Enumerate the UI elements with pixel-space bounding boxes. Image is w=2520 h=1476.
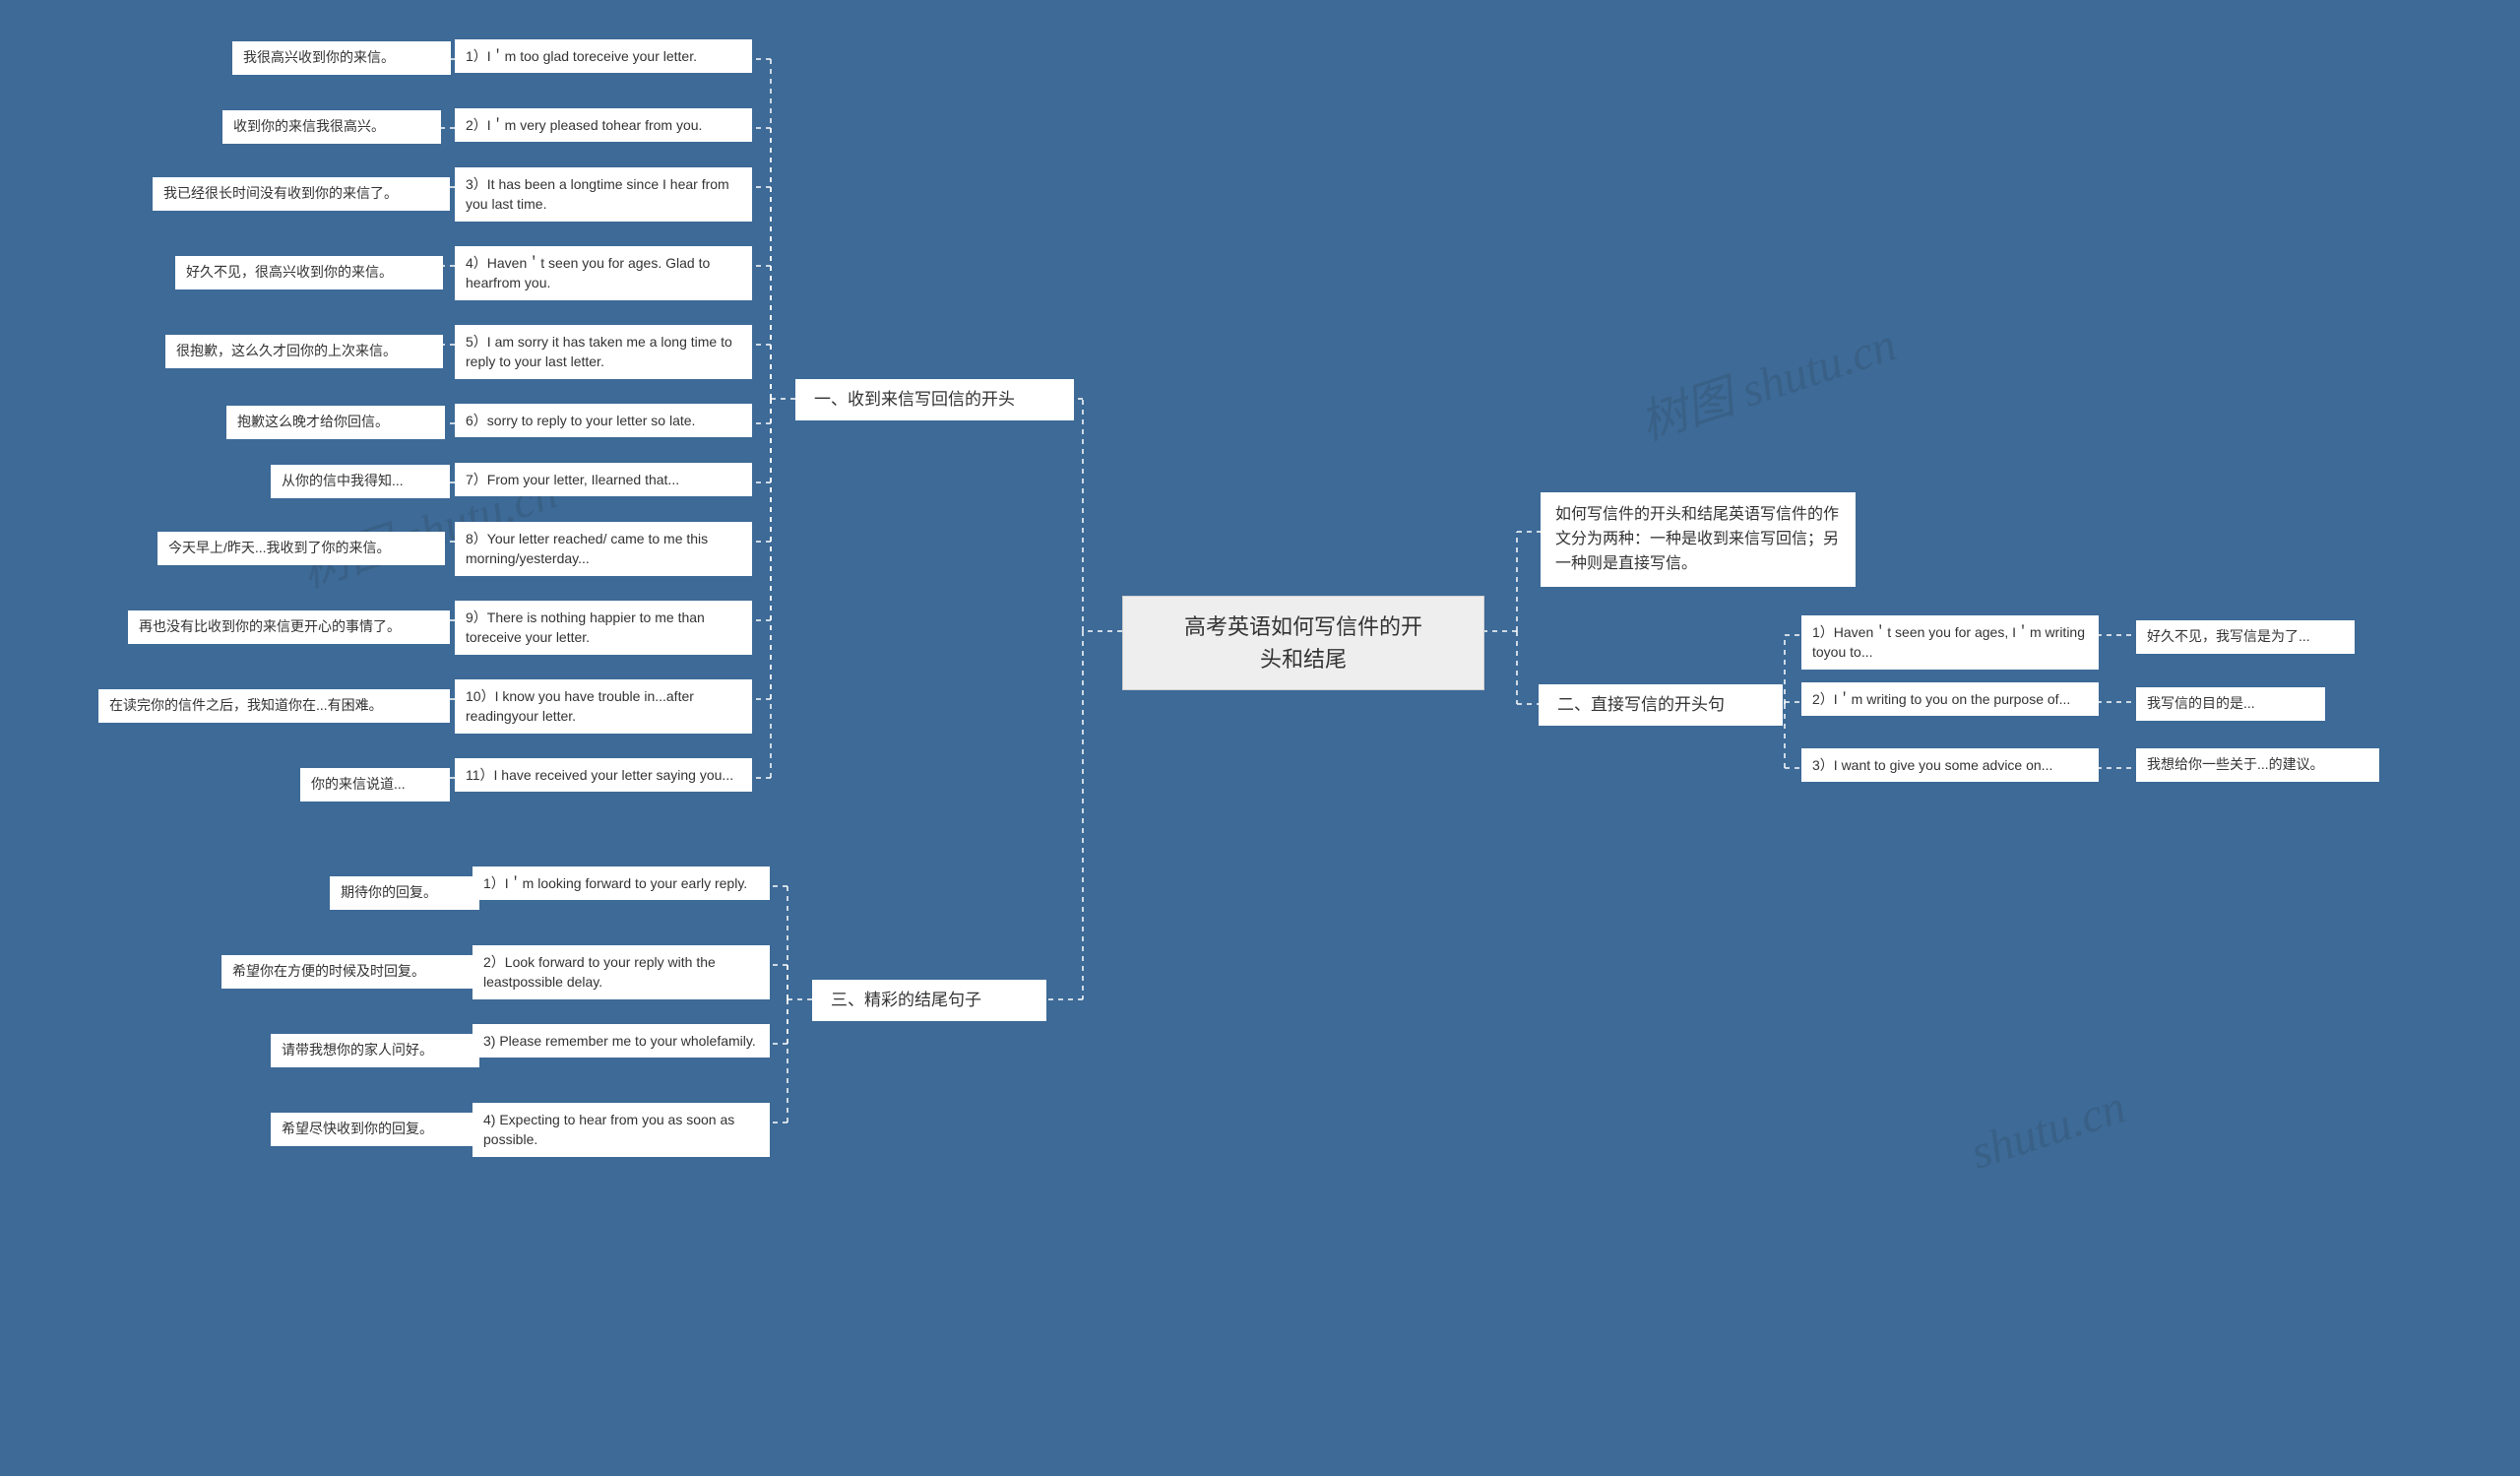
- center-node[interactable]: 高考英语如何写信件的开头和结尾: [1122, 596, 1484, 690]
- connectors-svg: [0, 0, 2520, 1476]
- chinese-translation: 好久不见，很高兴收到你的来信。: [175, 256, 443, 289]
- english-sentence: 3) Please remember me to your wholefamil…: [472, 1024, 770, 1058]
- chinese-translation: 从你的信中我得知...: [271, 465, 450, 498]
- english-sentence: 6）sorry to reply to your letter so late.: [455, 404, 752, 437]
- english-sentence: 11）I have received your letter saying yo…: [455, 758, 752, 792]
- chinese-translation: 我已经很长时间没有收到你的来信了。: [153, 177, 450, 211]
- chinese-translation: 希望你在方便的时候及时回复。: [221, 955, 474, 989]
- english-sentence: 7）From your letter, Ilearned that...: [455, 463, 752, 496]
- english-sentence: 1）Haven＇t seen you for ages, I＇m writing…: [1801, 615, 2099, 670]
- english-sentence: 4) Expecting to hear from you as soon as…: [472, 1103, 770, 1157]
- chinese-translation: 很抱歉，这么久才回你的上次来信。: [165, 335, 443, 368]
- english-sentence: 3）It has been a longtime since I hear fr…: [455, 167, 752, 222]
- english-sentence: 10）I know you have trouble in...after re…: [455, 679, 752, 734]
- intro-text: 如何写信件的开头和结尾英语写信件的作文分为两种：一种是收到来信写回信；另一种则是…: [1541, 492, 1856, 587]
- english-sentence: 1）I＇m looking forward to your early repl…: [472, 866, 770, 900]
- english-sentence: 2）I＇m very pleased tohear from you.: [455, 108, 752, 142]
- chinese-translation: 期待你的回复。: [330, 876, 479, 910]
- mindmap-canvas: 树图 shutu.cn 树图 shutu.cn shutu.cn 高考英语如何写…: [0, 0, 2520, 1476]
- english-sentence: 5）I am sorry it has taken me a long time…: [455, 325, 752, 379]
- chinese-translation: 在读完你的信件之后，我知道你在...有困难。: [98, 689, 450, 723]
- branch-reply-openings[interactable]: 一、收到来信写回信的开头: [795, 379, 1074, 420]
- chinese-translation: 收到你的来信我很高兴。: [222, 110, 441, 144]
- chinese-translation: 我很高兴收到你的来信。: [232, 41, 451, 75]
- english-sentence: 1）I＇m too glad toreceive your letter.: [455, 39, 752, 73]
- watermark: shutu.cn: [1964, 1079, 2131, 1180]
- chinese-translation: 今天早上/昨天...我收到了你的来信。: [158, 532, 445, 565]
- chinese-translation: 你的来信说道...: [300, 768, 450, 802]
- chinese-translation: 我写信的目的是...: [2136, 687, 2325, 721]
- chinese-translation: 希望尽快收到你的回复。: [271, 1113, 479, 1146]
- english-sentence: 2）I＇m writing to you on the purpose of..…: [1801, 682, 2099, 716]
- chinese-translation: 抱歉这么晚才给你回信。: [226, 406, 445, 439]
- chinese-translation: 我想给你一些关于...的建议。: [2136, 748, 2379, 782]
- branch-endings[interactable]: 三、精彩的结尾句子: [812, 980, 1046, 1021]
- chinese-translation: 好久不见，我写信是为了...: [2136, 620, 2355, 654]
- english-sentence: 4）Haven＇t seen you for ages. Glad to hea…: [455, 246, 752, 300]
- chinese-translation: 请带我想你的家人问好。: [271, 1034, 479, 1067]
- english-sentence: 2）Look forward to your reply with the le…: [472, 945, 770, 999]
- english-sentence: 8）Your letter reached/ came to me this m…: [455, 522, 752, 576]
- english-sentence: 3）I want to give you some advice on...: [1801, 748, 2099, 782]
- watermark: 树图 shutu.cn: [1630, 305, 1904, 453]
- english-sentence: 9）There is nothing happier to me than to…: [455, 601, 752, 655]
- branch-direct-openings[interactable]: 二、直接写信的开头句: [1539, 684, 1783, 726]
- chinese-translation: 再也没有比收到你的来信更开心的事情了。: [128, 610, 450, 644]
